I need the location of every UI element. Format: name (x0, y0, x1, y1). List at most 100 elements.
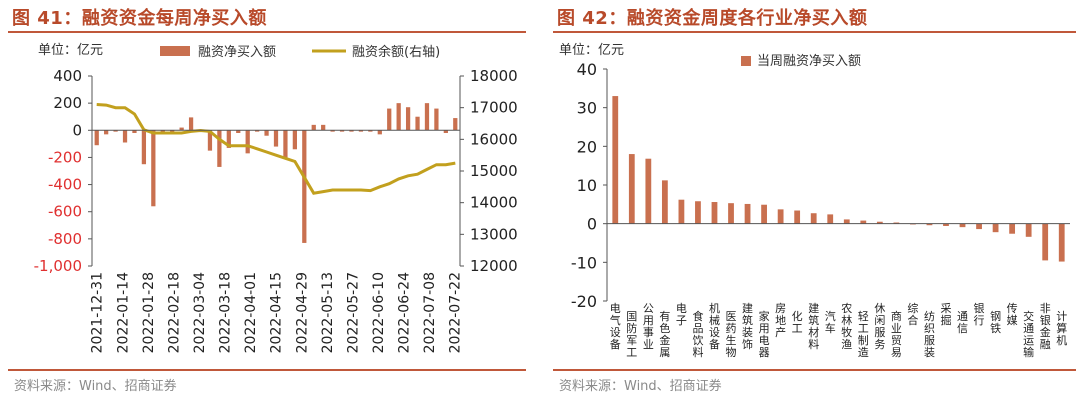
category-label: 建筑材料 (808, 301, 819, 351)
industry-bar (777, 209, 784, 224)
x-tick-label: 2022-04-01 (243, 272, 259, 353)
category-label: 农林牧渔 (841, 301, 852, 351)
title-divider (8, 31, 526, 33)
net-buy-bar (104, 130, 109, 135)
x-tick-label: 2022-05-27 (345, 272, 361, 353)
net-buy-bar (349, 130, 354, 132)
right-tick-label: 13000 (470, 225, 518, 243)
right-tick-label: 15000 (470, 162, 518, 180)
y-tick-label: -20 (571, 292, 597, 311)
category-label: 化工 (792, 309, 803, 335)
x-tick-label: 2022-03-18 (218, 272, 234, 353)
legend-bar-swatch (741, 56, 751, 66)
category-label: 商业贸易 (891, 309, 902, 359)
y-tick-label: 20 (577, 137, 597, 156)
industry-bar (1009, 223, 1016, 234)
legend-bar-swatch (160, 46, 190, 56)
net-buy-bar (94, 130, 99, 146)
net-buy-bar (132, 130, 137, 133)
left-tick-label: 0 (72, 121, 82, 139)
net-buy-bar (113, 130, 118, 132)
legend-bar-label: 融资净买入额 (198, 45, 276, 60)
category-label: 采掘 (940, 302, 951, 327)
category-label: 计算机 (1056, 310, 1067, 347)
industry-bar (976, 223, 982, 230)
y-tick-label: -10 (571, 253, 597, 272)
chart-title: 图 42：融资资金周度各行业净买入额 (557, 8, 868, 29)
industry-bar (728, 203, 734, 224)
industry-bar (843, 219, 850, 224)
net-buy-bar (339, 130, 345, 132)
net-buy-bar (302, 130, 307, 243)
category-label: 电子 (676, 302, 687, 327)
industry-bar (678, 199, 685, 224)
industry-bar (612, 96, 619, 224)
x-tick-label: 2021-12-31 (90, 272, 106, 353)
x-tick-label: 2022-06-24 (397, 272, 413, 353)
net-buy-bar (377, 130, 382, 135)
panel-weekly-net-buy: 图 41：融资资金每周净买入额 单位：亿元 融资净买入额 融资余额(右轴) 40… (0, 0, 530, 400)
net-buy-bar (330, 130, 335, 132)
industry-bar (744, 203, 751, 224)
unit-label: 单位：亿元 (38, 43, 103, 58)
category-label: 食品饮料 (692, 309, 703, 359)
left-tick-label: -400 (48, 176, 82, 194)
net-buy-bar (264, 130, 269, 136)
x-tick-label: 2022-07-22 (448, 272, 464, 353)
category-label: 有色金属 (659, 309, 670, 359)
right-tick-label: 12000 (470, 257, 518, 275)
right-tick-label: 16000 (470, 130, 518, 148)
category-label: 电气设备 (610, 302, 621, 351)
right-tick-label: 18000 (470, 67, 518, 85)
category-label: 休闲服务 (874, 302, 885, 351)
net-buy-bar (217, 130, 222, 167)
panel-industry-net-buy: 图 42：融资资金周度各行业净买入额 单位：亿元 当周融资净买入额 40 30 20… (545, 0, 1080, 400)
unit-label: 单位：亿元 (559, 43, 624, 58)
net-buy-bar (434, 108, 439, 131)
footer-divider (553, 369, 1076, 371)
net-buy-bar (443, 130, 448, 133)
industry-bar (761, 204, 767, 224)
net-buy-bar (396, 103, 401, 131)
category-label: 非银金融 (1040, 302, 1051, 351)
x-tick-label: 2022-01-28 (141, 272, 157, 353)
x-tick-label: 2022-05-13 (320, 272, 336, 353)
net-buy-bar (405, 107, 411, 131)
y-tick-label: 10 (577, 176, 597, 195)
industry-bar (827, 214, 834, 224)
industry-bar (876, 221, 883, 224)
net-buy-bar (273, 130, 279, 147)
category-label: 纺织服装 (924, 309, 935, 359)
category-label: 轻工制造 (858, 309, 869, 359)
y-tick-label: 30 (577, 99, 597, 118)
industry-bar (893, 222, 900, 224)
x-tick-label: 2022-07-08 (422, 272, 438, 353)
category-label: 房地产 (775, 302, 786, 339)
left-tick-label: -600 (48, 203, 82, 221)
category-label: 公用事业 (643, 302, 654, 351)
industry-bar (661, 180, 668, 224)
category-label: 传媒 (1007, 302, 1018, 327)
net-buy-bar (245, 130, 250, 154)
industry-bar (1058, 223, 1065, 262)
x-tick-label: 2022-04-15 (269, 272, 285, 353)
industry-bar (628, 154, 635, 224)
industry-bar (860, 220, 867, 224)
x-tick-label: 2022-01-14 (115, 272, 131, 353)
industry-bar (695, 201, 701, 224)
net-buy-bar (368, 130, 373, 132)
left-tick-label: -1,000 (34, 257, 82, 275)
net-buy-bar (453, 118, 458, 131)
x-tick-label: 2022-04-29 (294, 272, 310, 353)
industry-bar (810, 213, 817, 224)
right-tick-label: 17000 (470, 99, 518, 117)
industry-bar (959, 223, 966, 228)
net-buy-bar (226, 130, 231, 148)
chart-weekly-financing: 单位：亿元 融资净买入额 融资余额(右轴) 400 200 0 -200 -400 -60… (34, 43, 518, 353)
category-label: 国防军工 (626, 310, 637, 359)
net-buy-bar (311, 124, 316, 131)
category-label: 综合 (907, 301, 918, 327)
x-tick-label: 2022-06-10 (371, 272, 387, 353)
net-buy-bar (141, 130, 147, 165)
industry-bar (943, 223, 949, 226)
